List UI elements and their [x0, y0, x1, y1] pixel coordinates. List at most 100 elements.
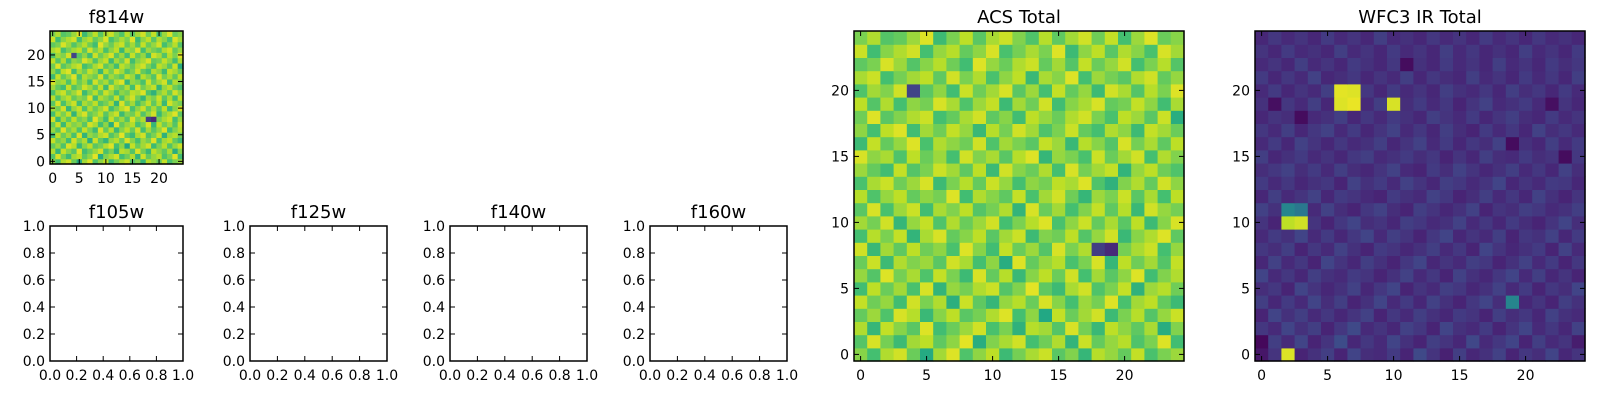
heatmap-cell — [867, 136, 881, 151]
heatmap-cell — [108, 100, 115, 107]
heatmap-cell — [1012, 97, 1027, 111]
y-tick-label: 0.0 — [223, 354, 245, 370]
heatmap-cell — [177, 84, 184, 91]
heatmap-cell — [893, 215, 908, 230]
heatmap-cell — [108, 126, 115, 133]
heatmap-cell — [1347, 31, 1362, 45]
y-tick-label: 0.4 — [423, 300, 445, 316]
heatmap-cell — [906, 44, 921, 58]
heatmap-cell — [97, 126, 104, 133]
x-tick-label: 0.8 — [348, 368, 370, 384]
heatmap-cell — [1453, 97, 1467, 111]
heatmap-cell — [65, 132, 72, 138]
heatmap-cell — [135, 36, 142, 43]
heatmap-cell — [1360, 44, 1375, 58]
heatmap-cell — [156, 73, 163, 80]
heatmap-cell — [1091, 189, 1106, 204]
heatmap-cell — [1307, 229, 1322, 243]
heatmap-cell — [167, 73, 173, 80]
heatmap-cell — [1387, 163, 1401, 177]
heatmap-cell — [867, 176, 881, 190]
heatmap-cell — [1104, 334, 1119, 349]
heatmap-cell — [50, 100, 56, 107]
heatmap-cell — [167, 89, 173, 96]
heatmap-cell — [145, 52, 152, 59]
y-tick-label: 0 — [36, 154, 45, 170]
heatmap-cell — [1479, 255, 1494, 270]
heatmap-cell — [1426, 321, 1441, 336]
heatmap-cell — [1387, 334, 1401, 349]
heatmap-cell — [1104, 110, 1119, 124]
heatmap-cell — [1505, 295, 1520, 309]
heatmap-cell — [129, 142, 136, 149]
heatmap-cell — [1157, 308, 1172, 322]
heatmap-cell — [1170, 215, 1185, 230]
heatmap-cell — [1307, 347, 1322, 362]
heatmap-cell — [1321, 70, 1335, 85]
heatmap-cell — [867, 242, 881, 256]
heatmap-cell — [1505, 176, 1520, 190]
heatmap-cell — [1373, 334, 1388, 349]
heatmap-cell — [880, 57, 895, 72]
heatmap-cell — [145, 116, 152, 123]
heatmap-cell — [1294, 44, 1309, 58]
heatmap-cell — [124, 89, 131, 96]
heatmap-cell — [140, 31, 147, 37]
heatmap-cell — [50, 137, 56, 144]
heatmap-cell — [1558, 202, 1573, 217]
heatmap-cell — [65, 89, 72, 96]
heatmap-cell — [1492, 44, 1507, 58]
heatmap-cell — [1118, 281, 1132, 296]
heatmap-cell — [906, 281, 921, 296]
heatmap-cell — [1157, 83, 1172, 98]
heatmap-cell — [1307, 97, 1322, 111]
heatmap-cell — [1157, 70, 1172, 85]
heatmap-cell — [1492, 255, 1507, 270]
heatmap-cell — [1413, 229, 1428, 243]
heatmap-cell — [1492, 321, 1507, 336]
heatmap-cell — [108, 52, 115, 59]
heatmap-cell — [50, 153, 56, 160]
heatmap-cell — [135, 46, 142, 53]
heatmap-cell — [87, 100, 94, 107]
heatmap-cell — [60, 100, 67, 107]
heatmap-cell — [1065, 31, 1079, 45]
heatmap-cell — [1519, 242, 1533, 256]
heatmap-cell — [1532, 176, 1546, 190]
heatmap-cell — [177, 94, 184, 101]
heatmap-cell — [108, 62, 115, 69]
heatmap-cell — [1157, 31, 1172, 45]
heatmap-cell — [854, 70, 868, 85]
heatmap-cell — [1268, 83, 1282, 98]
heatmap-cell — [999, 268, 1013, 283]
heatmap-cell — [1413, 215, 1428, 230]
heatmap-cell — [1571, 149, 1586, 164]
heatmap-cell — [1294, 295, 1309, 309]
heatmap-cell — [1307, 149, 1322, 164]
heatmap-cell — [906, 242, 921, 256]
heatmap-cell — [140, 36, 147, 43]
heatmap-cell — [129, 153, 136, 160]
heatmap-cell — [880, 31, 895, 45]
heatmap-cell — [999, 281, 1013, 296]
heatmap-cell — [1571, 295, 1586, 309]
heatmap-cell — [1466, 83, 1480, 98]
heatmap-cell — [1012, 31, 1027, 45]
heatmap-cell — [113, 41, 120, 48]
heatmap-cell — [920, 215, 934, 230]
heatmap-cell — [959, 110, 974, 124]
heatmap-cell — [1012, 123, 1027, 138]
heatmap-cell — [1157, 189, 1172, 204]
heatmap-cell — [1505, 255, 1520, 270]
heatmap-cell — [172, 52, 179, 59]
heatmap-cell — [1545, 189, 1560, 204]
heatmap-cell — [1505, 97, 1520, 111]
heatmap-cell — [129, 126, 136, 133]
heatmap-cell — [1492, 70, 1507, 85]
heatmap-cell — [1281, 255, 1296, 270]
heatmap-cell — [1307, 57, 1322, 72]
heatmap-cell — [1466, 268, 1480, 283]
heatmap-cell — [172, 132, 179, 138]
heatmap-cell — [65, 116, 72, 123]
heatmap-cell — [113, 62, 120, 69]
